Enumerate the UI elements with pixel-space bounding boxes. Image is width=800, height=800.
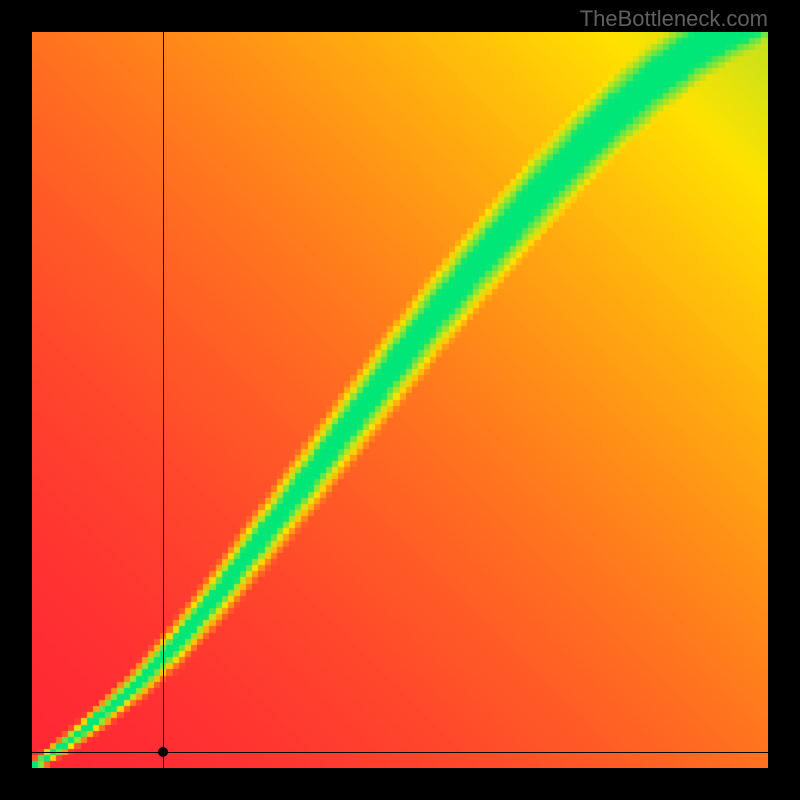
- plot-area: [32, 32, 768, 768]
- crosshair-marker: [158, 747, 168, 757]
- heatmap-canvas: [32, 32, 768, 768]
- crosshair-vertical: [163, 32, 164, 770]
- crosshair-horizontal: [30, 752, 770, 753]
- watermark-text: TheBottleneck.com: [580, 6, 768, 32]
